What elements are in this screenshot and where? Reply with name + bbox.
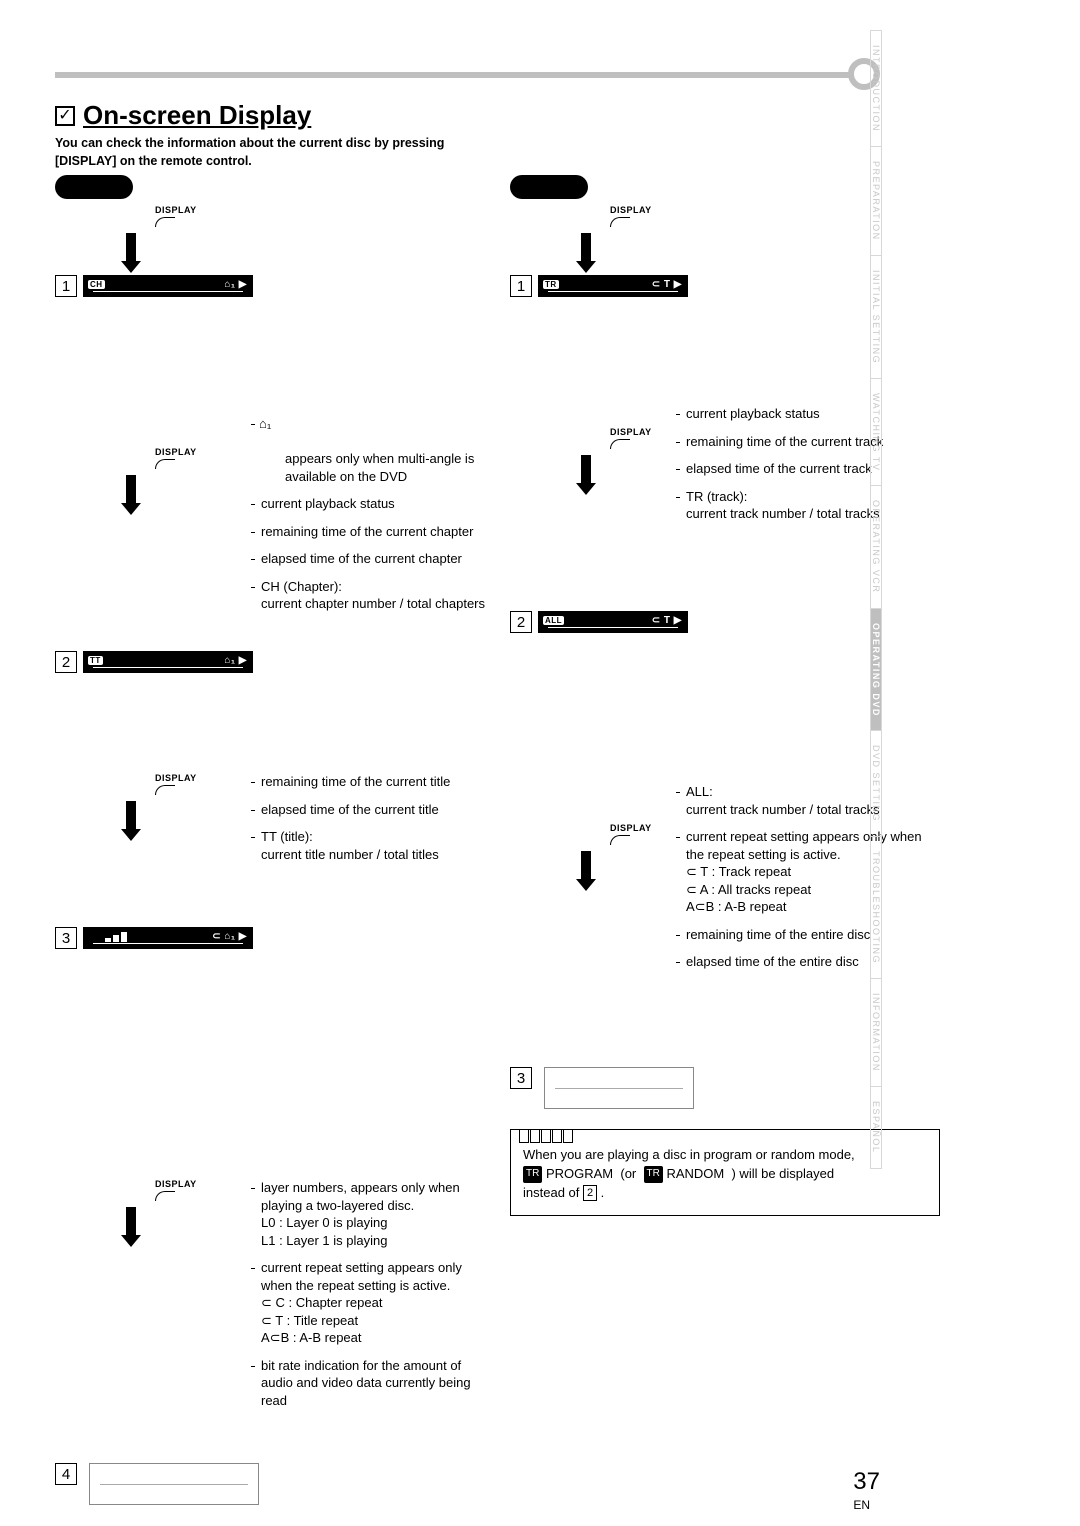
note-text: (or [620, 1166, 636, 1181]
tab-preparation[interactable]: PREPARATION [870, 147, 882, 256]
arrow-down-icon [125, 475, 137, 515]
tab-operating-dvd[interactable]: OPERATING DVD [870, 609, 882, 732]
note-text: bit rate indication for the amount of au… [255, 1357, 485, 1410]
arrow-down-icon [580, 455, 592, 495]
tab-troubleshooting[interactable]: TROUBLESHOOTING [870, 837, 882, 979]
intro-text: You can check the information about the … [55, 135, 475, 170]
page-number: 37 [853, 1468, 880, 1496]
note-tag-icon [519, 1129, 573, 1143]
language-code: EN [853, 1498, 870, 1512]
note-text: ) will be displayed [731, 1166, 834, 1181]
press-curve-icon [610, 835, 630, 845]
step-number: 3 [510, 1067, 532, 1089]
play-icon: ⌂₁ ▶ [224, 655, 247, 666]
angle-icon: ⌂₁ ▶ [224, 279, 247, 290]
arrow-down-icon [580, 233, 592, 273]
note-text: current repeat setting appears only when… [680, 828, 940, 916]
tab-watching-tv[interactable]: WATCHING TV [870, 379, 882, 486]
step1-notes: current playback status remaining time o… [680, 427, 883, 533]
osd-badge: TT [88, 656, 103, 665]
note-text: appears only when multi-angle is availab… [285, 451, 474, 484]
play-icon: ⊂ ⌂₁ ▶ [212, 931, 247, 942]
step2-notes: remaining time of the current title elap… [255, 773, 450, 873]
tab-introduction[interactable]: INTRODUCTION [870, 30, 882, 147]
step-number: 3 [55, 927, 77, 949]
arrow-down-icon [125, 801, 137, 841]
note-text: current repeat setting appears only when… [255, 1259, 485, 1347]
note-text: remaining time of the current track [680, 433, 883, 451]
note-text: elapsed time of the current title [255, 801, 450, 819]
top-rule [55, 72, 860, 78]
note-text: elapsed time of the current track [680, 460, 883, 478]
note-text: TT (title): current title number / total… [255, 828, 450, 863]
tr-badge: TR [523, 1166, 542, 1183]
arrow-down-icon [125, 1207, 137, 1247]
note-text: PROGRAM [546, 1166, 613, 1181]
step-number: 1 [510, 275, 532, 297]
tab-operating-vcr[interactable]: OPERATING VCR [870, 486, 882, 608]
tab-initial-setting[interactable]: INITIAL SETTING [870, 256, 882, 379]
note-text: remaining time of the entire disc [680, 926, 940, 944]
note-text: elapsed time of the current chapter [255, 550, 485, 568]
tab-espanol[interactable]: ESPAÑOL [870, 1087, 882, 1168]
note-text: remaining time of the current chapter [255, 523, 485, 541]
osd-display-3-empty [544, 1067, 694, 1109]
step3-notes: layer numbers, appears only when playing… [255, 1179, 485, 1420]
osd-display-2: TT ⌂₁ ▶ [83, 651, 253, 673]
osd-badge: TR [543, 280, 559, 289]
osd-badge: ALL [543, 616, 564, 625]
arrow-down-icon [125, 233, 137, 273]
play-icon: ⊂ T ▶ [652, 279, 682, 290]
osd-display-1: CH ⌂₁ ▶ [83, 275, 253, 297]
note-text: elapsed time of the entire disc [680, 953, 940, 971]
note-text: CH (Chapter): current chapter number / t… [255, 578, 485, 613]
note-text: . [601, 1185, 605, 1200]
checkbox-icon: ✓ [55, 106, 75, 126]
note-text: instead of [523, 1185, 579, 1200]
play-icon: ⊂ T ▶ [652, 615, 682, 626]
angle-icon: ⌂₁ [259, 415, 271, 433]
note-text: ALL: current track number / total tracks [680, 783, 940, 818]
note-text: When you are playing a disc in program o… [523, 1147, 855, 1162]
title-row: ✓ On-screen Display [55, 100, 311, 131]
arrow-down-icon [580, 851, 592, 891]
press-curve-icon [155, 1191, 175, 1201]
step-number: 2 [55, 651, 77, 673]
dvd-pill [55, 175, 133, 199]
press-curve-icon [610, 439, 630, 449]
step-number: 2 [510, 611, 532, 633]
osd-display-2: ALL ⊂ T ▶ [538, 611, 688, 633]
note-text: current playback status [680, 405, 883, 423]
cd-pill [510, 175, 588, 199]
press-curve-icon [155, 785, 175, 795]
step-number: 1 [55, 275, 77, 297]
press-curve-icon [155, 459, 175, 469]
osd-display-4-empty [89, 1463, 259, 1505]
note-text: RANDOM [666, 1166, 724, 1181]
note-text: layer numbers, appears only when playing… [255, 1179, 485, 1249]
note-text: remaining time of the current title [255, 773, 450, 791]
dvd-column: DISPLAY 1 CH ⌂₁ ▶ ⌂₁ appears only when m… [55, 175, 485, 1513]
display-label: DISPLAY [155, 205, 485, 215]
osd-badge: CH [88, 280, 105, 289]
note-number-ref: 2 [583, 1185, 597, 1201]
note-text: TR (track): current track number / total… [680, 488, 883, 523]
step-number: 4 [55, 1463, 77, 1485]
step2-notes: ALL: current track number / total tracks… [680, 823, 940, 981]
side-tabs: INTRODUCTION PREPARATION INITIAL SETTING… [870, 30, 900, 1169]
note-text: current playback status [255, 495, 485, 513]
step1-notes: ⌂₁ appears only when multi-angle is avai… [255, 447, 485, 623]
osd-display-3: ⊂ ⌂₁ ▶ [83, 927, 253, 949]
osd-display-1: TR ⊂ T ▶ [538, 275, 688, 297]
tab-information[interactable]: INFORMATION [870, 979, 882, 1087]
press-curve-icon [155, 217, 175, 227]
tab-dvd-setting[interactable]: DVD SETTING [870, 731, 882, 837]
page-title: On-screen Display [83, 100, 311, 131]
press-curve-icon [610, 217, 630, 227]
tr-badge: TR [644, 1166, 663, 1183]
